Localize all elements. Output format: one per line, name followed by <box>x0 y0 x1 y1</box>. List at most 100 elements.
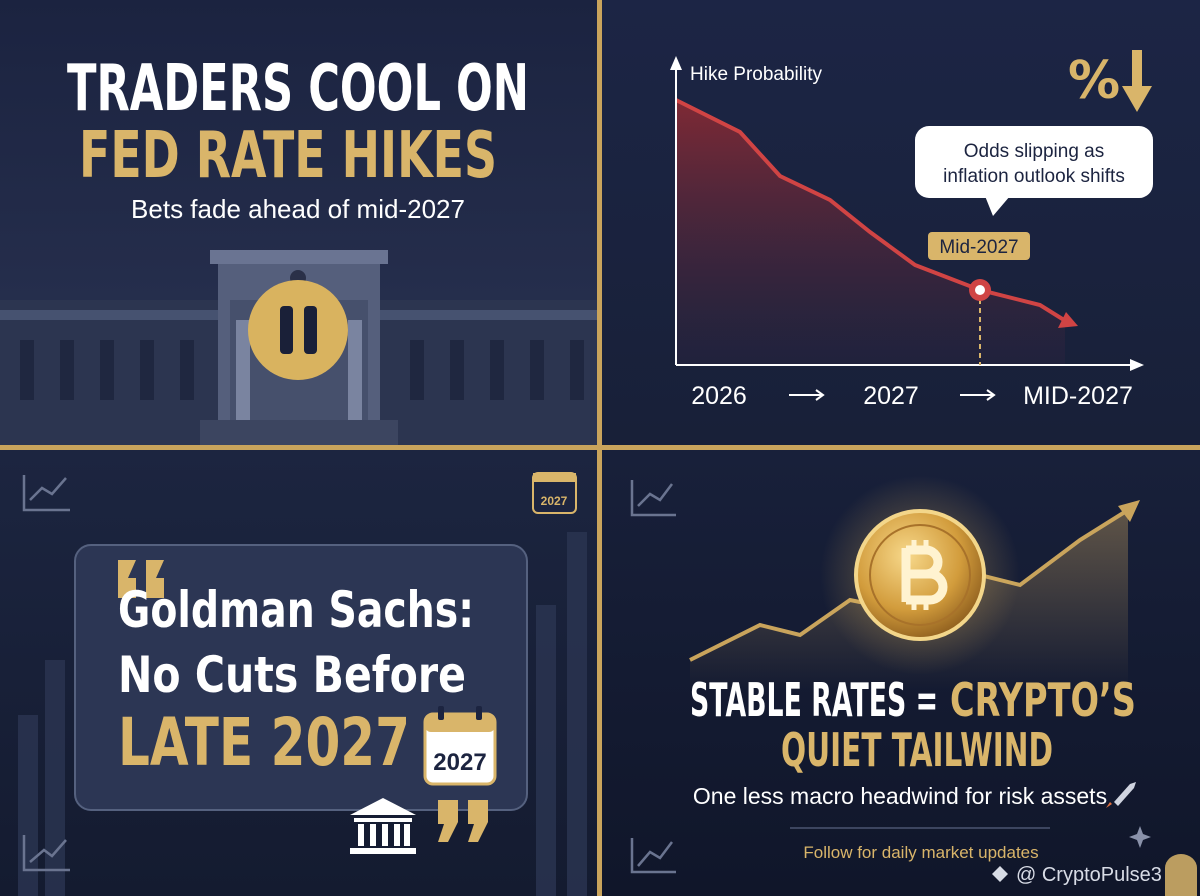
watermark-logo-path <box>1129 826 1151 848</box>
watermark-logo <box>992 826 1197 896</box>
fed-building-g-rect <box>570 340 584 400</box>
percent-icon: % <box>1068 51 1120 111</box>
probability-chart-polygon <box>1058 312 1078 328</box>
chart-icon <box>22 475 70 872</box>
marker-label: Mid-2027 <box>939 237 1018 258</box>
calendar-year: 2027 <box>433 749 486 776</box>
watermark: @ CryptoPulse3 <box>1016 864 1162 886</box>
bank-icon-rect <box>370 824 376 846</box>
background-bars-rect <box>567 532 587 896</box>
close-quote-path <box>468 800 488 842</box>
probability-chart-polygon <box>670 56 682 70</box>
calendar-icon-rect <box>438 706 444 720</box>
follow-text: Follow for daily market updates <box>803 843 1038 862</box>
watermark-logo-polygon <box>992 866 1008 882</box>
fed-building-g-rect <box>180 340 194 400</box>
calendar-icon <box>423 706 497 786</box>
background-bars <box>18 532 587 896</box>
divider <box>0 445 1200 450</box>
callout-bubble-rect <box>915 126 1153 198</box>
calendar-icon-rect <box>533 473 576 482</box>
fed-building-g-rect <box>450 340 464 400</box>
callout-bubble <box>915 126 1153 216</box>
bank-icon <box>350 798 416 854</box>
rocket-icon-path <box>1106 802 1112 808</box>
chart-icon-path <box>22 835 70 872</box>
probability-chart-circle <box>975 285 985 295</box>
fed-building-g <box>20 340 584 400</box>
bank-icon-rect <box>404 824 410 846</box>
quote-card <box>74 544 528 811</box>
fed-building-g-rect <box>530 340 544 400</box>
close-quote-path <box>438 800 458 842</box>
headline: TRADERS COOL ON <box>67 52 529 126</box>
fed-building-g-rect <box>20 340 34 400</box>
fed-building-rect <box>348 320 362 430</box>
timeline-arrow-path <box>789 389 825 401</box>
bank-icon-rect <box>354 818 412 822</box>
background-bars-rect <box>536 605 556 896</box>
chart-icon-path <box>22 475 70 512</box>
open-quote-path <box>146 560 164 598</box>
subtitle: Bets fade ahead of mid-2027 <box>131 194 465 224</box>
headline-highlight: CRYPTO’S <box>950 673 1136 727</box>
chart-icon-path <box>630 838 676 874</box>
subtitle: One less macro headwind for risk assets <box>693 783 1107 809</box>
quote-text: No Cuts Before <box>118 646 466 704</box>
quote-text: Goldman Sachs: <box>118 581 474 639</box>
callout-text: Odds slipping as <box>964 141 1104 162</box>
chart-icon-path <box>637 483 673 507</box>
fed-building-g-rect <box>140 340 154 400</box>
background-bars-rect <box>45 660 65 896</box>
close-quote <box>438 800 488 842</box>
fed-building-rect <box>236 320 250 430</box>
fed-building-rect <box>210 250 388 264</box>
rocket-icon <box>1106 782 1136 808</box>
probability-chart <box>670 56 1144 371</box>
fed-building-g-rect <box>100 340 114 400</box>
quote-highlight: LATE 2027 <box>118 704 410 781</box>
bitcoin-symbol-path <box>911 540 929 610</box>
calendar-icon-rect <box>425 714 495 732</box>
timeline-label: MID-2027 <box>1023 382 1133 410</box>
callout-bubble-polygon <box>985 196 1010 216</box>
pause-icon <box>248 280 348 380</box>
chart-icon-path <box>29 839 67 863</box>
open-quote-path <box>118 560 136 598</box>
pause-bar <box>280 306 293 354</box>
fed-building-g-rect <box>490 340 504 400</box>
calendar-icon <box>532 472 577 514</box>
rocket-icon-path <box>1114 782 1136 806</box>
down-arrow-polygon <box>1122 86 1152 112</box>
open-quote <box>118 560 164 598</box>
headline-highlight: QUIET TAILWIND <box>781 723 1053 777</box>
callout-text: inflation outlook shifts <box>943 166 1125 187</box>
chart-icon-path <box>29 477 67 501</box>
timeline-arrow-path <box>960 389 996 401</box>
headline: FED RATE HIKES <box>79 119 497 193</box>
marker-label-box <box>928 232 1030 260</box>
chart-icon <box>630 480 676 874</box>
bank-icon-polygon <box>350 798 416 815</box>
bitcoin-symbol <box>901 540 948 610</box>
timeline-arrow <box>789 389 996 401</box>
bank-icon-rect <box>350 848 416 854</box>
coin-rim <box>869 524 971 626</box>
rising-trend-polygon <box>1118 500 1140 522</box>
rising-trend-path <box>690 510 1128 690</box>
probability-chart-polyline <box>675 98 1066 322</box>
fed-building-rect <box>200 420 398 445</box>
pause-bar <box>304 306 317 354</box>
fed-building-g-rect <box>60 340 74 400</box>
chart-icon-path <box>637 841 673 867</box>
bitcoin-symbol-path <box>901 545 948 605</box>
timeline-label: 2027 <box>863 382 919 410</box>
chart-icon-path <box>630 480 676 517</box>
axis-label: Hike Probability <box>690 64 822 85</box>
bank-icon-rect <box>394 824 400 846</box>
probability-chart-polygon <box>1130 359 1144 371</box>
timeline-label: 2026 <box>691 382 747 410</box>
